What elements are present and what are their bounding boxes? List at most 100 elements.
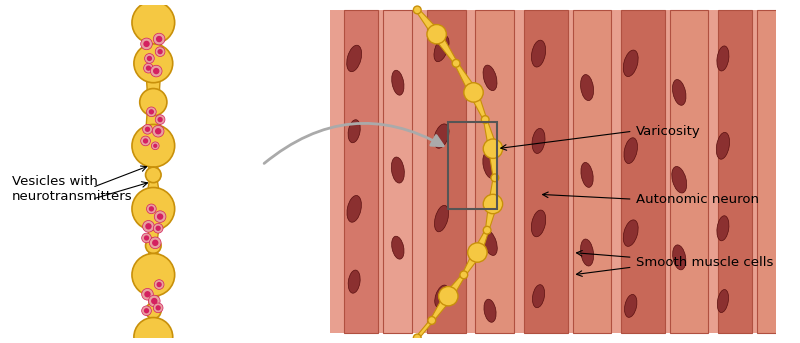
Circle shape — [141, 38, 152, 50]
Circle shape — [146, 167, 161, 183]
Circle shape — [156, 36, 162, 42]
Circle shape — [154, 33, 165, 45]
Circle shape — [142, 288, 154, 300]
Circle shape — [428, 317, 436, 324]
Circle shape — [146, 223, 152, 229]
Circle shape — [491, 174, 498, 182]
Ellipse shape — [434, 124, 449, 148]
Ellipse shape — [673, 80, 686, 105]
Ellipse shape — [581, 163, 593, 187]
Circle shape — [155, 128, 162, 134]
Polygon shape — [146, 311, 161, 337]
Ellipse shape — [391, 157, 404, 183]
Polygon shape — [445, 274, 466, 299]
Polygon shape — [145, 209, 162, 246]
Bar — [448, 121, 497, 209]
Polygon shape — [145, 102, 162, 146]
Circle shape — [152, 240, 158, 246]
Circle shape — [141, 136, 150, 146]
Polygon shape — [145, 146, 162, 175]
Bar — [621, 10, 665, 333]
Ellipse shape — [673, 245, 686, 270]
Ellipse shape — [484, 299, 496, 322]
Circle shape — [142, 233, 151, 243]
Circle shape — [155, 305, 161, 310]
Ellipse shape — [346, 45, 362, 72]
Ellipse shape — [623, 220, 638, 246]
Ellipse shape — [717, 46, 729, 71]
Text: Vesicles with
neurotransmitters: Vesicles with neurotransmitters — [12, 176, 132, 203]
Circle shape — [153, 144, 158, 148]
Circle shape — [144, 308, 149, 314]
Ellipse shape — [533, 285, 545, 308]
Circle shape — [150, 65, 162, 77]
Ellipse shape — [347, 196, 362, 222]
Circle shape — [414, 334, 421, 342]
Bar — [475, 10, 514, 333]
Ellipse shape — [581, 74, 594, 100]
Circle shape — [155, 226, 161, 231]
Circle shape — [134, 318, 173, 343]
Circle shape — [143, 138, 148, 144]
Circle shape — [151, 142, 159, 150]
Circle shape — [146, 238, 161, 253]
Circle shape — [143, 41, 150, 47]
Polygon shape — [474, 229, 489, 254]
Ellipse shape — [483, 65, 497, 91]
Circle shape — [149, 206, 154, 212]
Ellipse shape — [348, 120, 360, 143]
Circle shape — [427, 24, 446, 44]
Circle shape — [132, 125, 174, 167]
Polygon shape — [454, 62, 478, 95]
Ellipse shape — [625, 294, 637, 317]
Circle shape — [483, 226, 491, 234]
Ellipse shape — [434, 205, 449, 232]
Ellipse shape — [581, 239, 594, 266]
Bar — [718, 10, 752, 333]
Circle shape — [154, 223, 163, 233]
Ellipse shape — [716, 132, 730, 159]
Circle shape — [468, 243, 487, 262]
Circle shape — [452, 59, 460, 67]
Bar — [757, 10, 781, 333]
Polygon shape — [145, 275, 162, 311]
Polygon shape — [433, 32, 458, 64]
Circle shape — [146, 204, 156, 214]
Polygon shape — [470, 91, 486, 120]
Ellipse shape — [531, 40, 546, 67]
Circle shape — [142, 306, 151, 316]
Circle shape — [483, 139, 502, 158]
Circle shape — [153, 68, 159, 74]
Polygon shape — [416, 9, 440, 37]
FancyArrowPatch shape — [264, 123, 443, 163]
Circle shape — [460, 271, 468, 279]
Circle shape — [145, 54, 154, 63]
Circle shape — [146, 66, 151, 71]
Circle shape — [151, 298, 158, 304]
Circle shape — [152, 126, 164, 137]
Circle shape — [132, 188, 174, 230]
Polygon shape — [416, 319, 433, 339]
Circle shape — [144, 291, 150, 297]
Circle shape — [414, 6, 421, 14]
Ellipse shape — [624, 138, 638, 164]
Circle shape — [482, 116, 489, 123]
Circle shape — [157, 282, 162, 287]
Ellipse shape — [392, 70, 404, 95]
Ellipse shape — [482, 230, 498, 256]
Bar — [427, 10, 466, 333]
Ellipse shape — [348, 270, 360, 293]
Polygon shape — [146, 63, 161, 102]
Circle shape — [132, 1, 174, 44]
Circle shape — [142, 221, 154, 232]
Polygon shape — [145, 246, 162, 275]
Circle shape — [464, 83, 483, 102]
Bar — [670, 10, 708, 333]
Bar — [383, 10, 412, 333]
Polygon shape — [145, 23, 162, 63]
Polygon shape — [483, 119, 497, 150]
Ellipse shape — [434, 36, 449, 62]
Polygon shape — [430, 294, 452, 321]
Circle shape — [150, 237, 161, 249]
Circle shape — [146, 107, 156, 117]
